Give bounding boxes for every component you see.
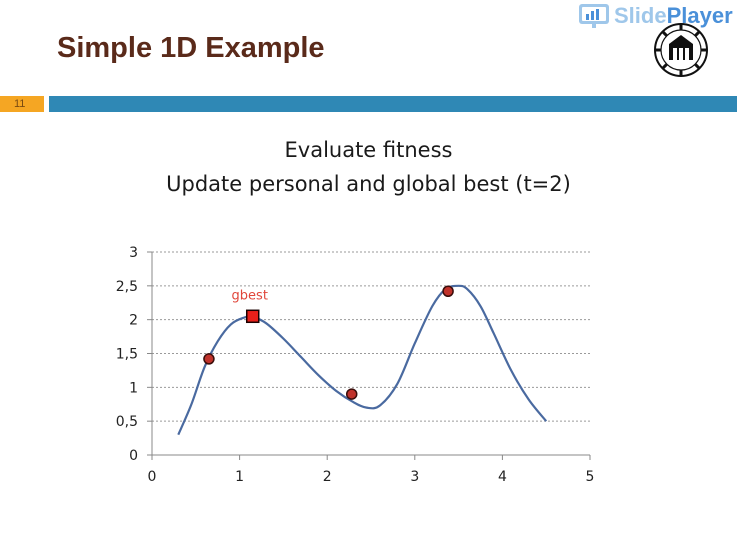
y-tick-label: 2 — [129, 313, 138, 329]
slideplayer-logo: SlidePlayer — [578, 3, 733, 31]
y-tick-label: 0 — [129, 448, 138, 464]
y-tick-label: 1,5 — [116, 347, 138, 363]
x-tick-label: 3 — [410, 469, 419, 485]
particle-point — [203, 353, 215, 365]
y-tick-label: 0,5 — [116, 414, 138, 430]
x-tick-label: 1 — [235, 469, 244, 485]
subtitle-line-1: Evaluate fitness — [284, 138, 453, 162]
fitness-curve — [177, 284, 548, 436]
particle-point — [442, 285, 454, 297]
brand-text: SlidePlayer — [614, 3, 733, 28]
slide-number-bar — [0, 96, 44, 112]
subtitle-line-2: Update personal and global best (t=2) — [166, 172, 571, 196]
slide-number: 11 — [14, 98, 26, 110]
y-tick-label: 1 — [129, 380, 138, 396]
x-tick-label: 4 — [498, 469, 507, 485]
y-tick-label: 3 — [129, 245, 138, 261]
gbest-label: gbest — [232, 288, 268, 303]
gbest-marker — [245, 309, 260, 324]
x-tick-label: 2 — [323, 469, 332, 485]
header-accent-bar — [49, 96, 737, 112]
university-seal-icon — [654, 23, 708, 77]
x-tick-label: 5 — [586, 469, 595, 485]
x-tick-label: 0 — [148, 469, 157, 485]
presentation-icon — [579, 4, 609, 28]
particle-point — [345, 388, 358, 400]
y-tick-label: 2,5 — [116, 279, 138, 295]
slide-title: Simple 1D Example — [57, 32, 325, 64]
